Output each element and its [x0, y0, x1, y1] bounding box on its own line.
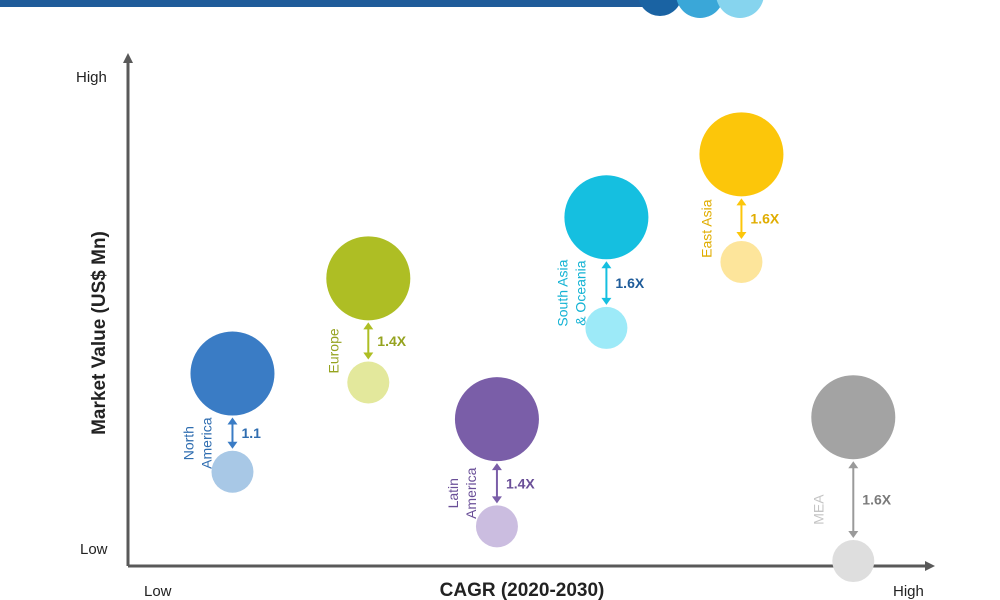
region-label: North	[180, 426, 196, 460]
current-value-bubble	[699, 112, 784, 197]
region-label: South Asia	[554, 259, 570, 326]
growth-arrow-head-down	[491, 496, 502, 504]
growth-arrow-head-up	[491, 463, 502, 471]
region-label: America	[463, 467, 479, 519]
future-value-bubble	[347, 361, 390, 404]
y-axis-title: Market Value (US$ Mn)	[89, 231, 110, 435]
region-label: Latin	[445, 478, 461, 508]
region-label: MEA	[810, 494, 826, 525]
region-group: 1.1 North America	[180, 331, 275, 493]
growth-multiplier-label: 1.4X	[377, 333, 406, 349]
future-value-bubble	[211, 450, 254, 493]
region-group: 1.4X Europe	[325, 236, 411, 404]
growth-arrow-head-up	[848, 461, 859, 469]
growth-arrow-head-up	[601, 261, 612, 269]
current-value-bubble	[564, 175, 649, 260]
growth-arrow-head-up	[736, 198, 747, 206]
growth-multiplier-label: 1.6X	[615, 275, 644, 291]
future-value-bubble	[720, 240, 763, 283]
decor-circle-dark	[638, 0, 682, 16]
growth-multiplier-label: 1.4X	[506, 475, 535, 491]
y-tick-low: Low	[80, 541, 108, 558]
decor-circle-mid	[676, 0, 724, 18]
current-value-bubble	[811, 375, 896, 460]
growth-arrow-head-down	[363, 352, 374, 360]
future-value-bubble	[475, 505, 518, 548]
current-value-bubble	[190, 331, 275, 416]
growth-arrow-head-up	[363, 322, 374, 330]
current-value-bubble	[326, 236, 411, 321]
growth-arrow-head-down	[848, 531, 859, 539]
future-value-bubble	[832, 540, 875, 583]
region-group: 1.6X South Asia & Oceania	[554, 175, 649, 349]
region-label: & Oceania	[572, 260, 588, 326]
growth-multiplier-label: 1.1	[241, 425, 261, 441]
future-value-bubble	[585, 306, 628, 349]
growth-multiplier-label: 1.6X	[862, 492, 891, 508]
x-tick-low: Low	[144, 583, 172, 600]
region-group: 1.6X MEA	[810, 375, 896, 583]
x-axis-title: CAGR (2020-2030)	[440, 580, 605, 600]
current-value-bubble	[454, 377, 539, 462]
growth-arrow-head-down	[601, 297, 612, 305]
decor-circle-light	[716, 0, 764, 18]
region-group: 1.6X East Asia	[698, 112, 784, 283]
region-label: Europe	[325, 328, 341, 373]
y-tick-high: High	[76, 69, 107, 86]
decor-circles	[638, 0, 764, 18]
growth-multiplier-label: 1.6X	[750, 211, 779, 227]
region-label: America	[198, 417, 214, 469]
growth-arrow-head-down	[736, 231, 747, 239]
x-tick-high: High	[893, 583, 924, 600]
header-band	[0, 0, 660, 7]
growth-arrow-head-down	[227, 441, 238, 449]
growth-arrow-head-up	[227, 417, 238, 425]
region-label: East Asia	[698, 199, 714, 258]
region-group: 1.4X Latin America	[445, 377, 539, 548]
